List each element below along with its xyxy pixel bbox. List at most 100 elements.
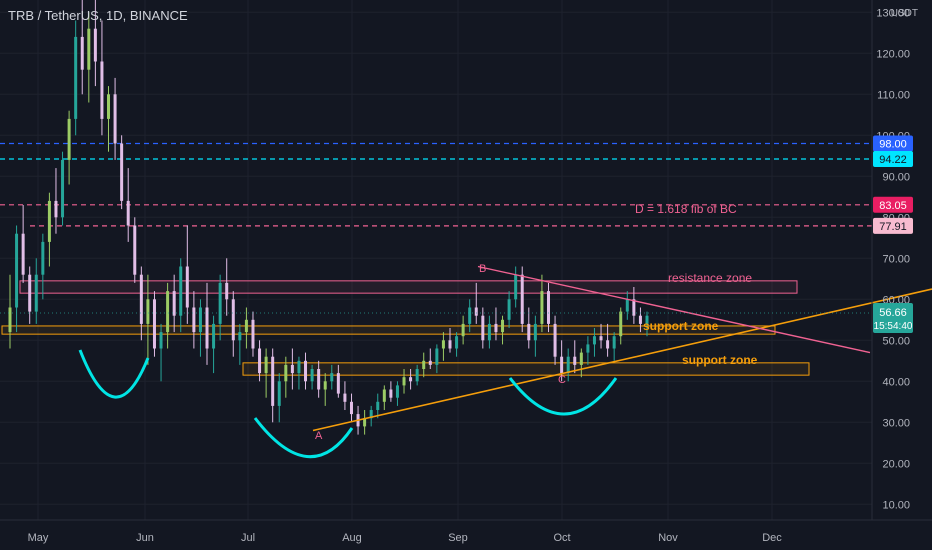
candle-body <box>619 311 623 337</box>
candle-body <box>474 307 478 316</box>
candle-body <box>198 307 202 333</box>
time-tick-label: Sep <box>448 532 468 544</box>
candle-body <box>579 352 583 365</box>
candle-body <box>592 336 596 345</box>
candle-body <box>409 377 413 382</box>
candle-body <box>612 336 616 349</box>
annotation-text: support zone <box>682 353 758 367</box>
candle-body <box>546 291 550 324</box>
price-tick-label: 110.00 <box>877 89 910 101</box>
time-tick-label: Nov <box>658 532 678 544</box>
candle-body <box>93 28 97 62</box>
candle-body <box>560 356 564 374</box>
candle-body <box>395 385 399 398</box>
candle-body <box>133 225 137 275</box>
candle-body <box>47 200 51 242</box>
candle-body <box>15 233 19 308</box>
candle-body <box>67 118 71 160</box>
candle-body <box>107 94 111 119</box>
annotation-text: support zone <box>643 319 719 333</box>
candle-body <box>41 241 45 275</box>
candle-body <box>264 356 268 374</box>
annotation-text: D = 1.618 fib of BC <box>635 202 737 216</box>
candle-body <box>212 323 216 349</box>
time-axis[interactable]: May Jun Jul Aug Sep Oct Nov Dec <box>28 532 783 544</box>
candle-body <box>461 323 465 337</box>
candle-body <box>304 360 308 382</box>
candle-body <box>192 307 196 333</box>
candle-body <box>487 323 491 341</box>
candle-body <box>494 323 498 333</box>
time-tick-label: Oct <box>553 532 570 544</box>
candle-body <box>323 381 327 390</box>
candle-body <box>218 282 222 324</box>
currency-unit-label: USDT <box>890 8 918 19</box>
candles <box>8 0 649 435</box>
candle-body <box>382 389 386 402</box>
zone-box <box>242 362 810 376</box>
annotation-text: resistance zone <box>668 271 752 285</box>
candle-body <box>402 377 406 386</box>
candle-body <box>625 299 629 312</box>
candle-body <box>415 369 419 382</box>
descending-trendline <box>477 265 871 354</box>
price-tick-label: 70.00 <box>882 253 910 265</box>
candle-body <box>310 369 314 382</box>
candle-body <box>28 274 32 312</box>
price-level-tag <box>873 135 913 152</box>
candle-body <box>376 401 380 410</box>
annotations: D = 1.618 fib of BC resistance zone suppor… <box>315 202 758 442</box>
price-tick-label: 40.00 <box>882 376 910 388</box>
candle-body <box>317 369 321 390</box>
candle-body <box>54 200 58 218</box>
candle-body <box>389 389 393 398</box>
candle-body <box>501 319 505 333</box>
candle-body <box>146 299 150 324</box>
annotation-text: A <box>315 430 323 442</box>
last-price-tag <box>873 302 913 333</box>
candle-body <box>573 356 577 365</box>
candle-body <box>74 36 78 119</box>
price-axis[interactable]: 10.0020.0030.0040.0050.0060.0070.0080.00… <box>0 7 913 511</box>
price-tick-label: 10.00 <box>882 499 910 511</box>
candle-body <box>238 332 242 341</box>
candle-body <box>632 299 636 316</box>
candle-body <box>258 348 262 374</box>
candle-body <box>553 323 557 357</box>
horizontal-levels <box>0 142 872 227</box>
time-tick-label: Aug <box>342 532 362 544</box>
candle-body <box>349 401 353 415</box>
candle-body <box>80 36 84 70</box>
annotation-text: C <box>558 374 566 386</box>
candle-body <box>172 291 176 316</box>
price-level-tag-label: 77.91 <box>879 221 907 233</box>
price-level-tag-label: 94.22 <box>879 154 907 166</box>
cup-arc-left <box>78 349 150 399</box>
candle-body <box>34 274 38 312</box>
candle-body <box>244 319 248 333</box>
price-tick-label: 120.00 <box>876 48 910 60</box>
candle-body <box>271 356 275 406</box>
candle-body <box>606 340 610 349</box>
candle-body <box>185 266 189 308</box>
cup-arc-right <box>508 377 618 416</box>
price-level-tag <box>873 196 913 213</box>
candle-body <box>100 61 104 119</box>
candle-body <box>435 348 439 365</box>
zones <box>1 280 810 376</box>
candle-body <box>297 360 301 374</box>
zone-box <box>1 325 776 335</box>
candle-body <box>566 356 570 374</box>
annotation-text: B <box>479 263 486 275</box>
candle-body <box>159 332 163 349</box>
candle-body <box>422 360 426 369</box>
last-price-value: 56.66 <box>879 307 907 319</box>
candle-body <box>126 200 130 226</box>
candle-body <box>468 307 472 324</box>
candle-body <box>113 94 117 144</box>
candle-body <box>225 282 229 300</box>
price-tick-label: 130.00 <box>876 7 910 19</box>
candle-body <box>455 336 459 349</box>
